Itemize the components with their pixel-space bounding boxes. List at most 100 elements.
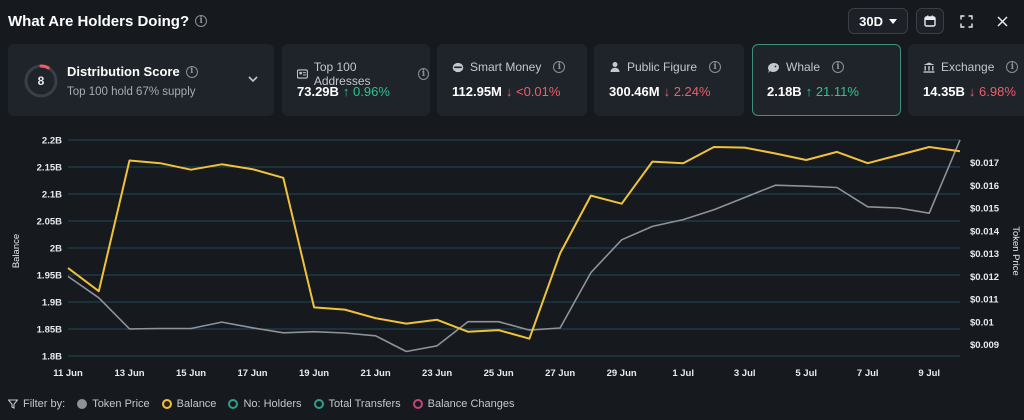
x-tick-label: 23 Jun <box>422 368 452 379</box>
info-icon[interactable]: i <box>1006 61 1019 73</box>
x-axis: 11 Jun 13 Jun 15 Jun 17 Jun 19 Jun 21 Jun 23 J… <box>53 368 940 379</box>
card-value: 14.35B ↓ 6.98% <box>923 84 1016 99</box>
card-smart-money[interactable]: Smart Money i 112.95M ↓ <0.01% <box>437 44 587 116</box>
distribution-score-title: Distribution Score i <box>67 64 198 79</box>
y2-tick-label: $0.015 <box>970 204 1000 215</box>
card-whale[interactable]: Whale i 2.18B ↑ 21.11% <box>752 44 901 116</box>
info-icon[interactable]: i <box>553 61 566 73</box>
card-value: 300.46M ↓ 2.24% <box>609 84 711 99</box>
x-tick-label: 25 Jun <box>484 368 514 379</box>
close-icon <box>996 15 1008 27</box>
distribution-score-ring <box>24 64 58 98</box>
card-value: 2.18B ↑ 21.11% <box>767 84 859 99</box>
y-tick-label: 2B <box>50 244 62 255</box>
legend-dot <box>313 399 324 409</box>
card-top-100-addresses[interactable]: Top 100 Addresses i 73.29B ↑ 0.96% <box>282 44 430 116</box>
info-icon[interactable]: i <box>195 15 208 27</box>
x-tick-label: 29 Jun <box>607 368 637 379</box>
legend-dot <box>161 399 172 409</box>
chevron-down-icon <box>889 18 897 24</box>
x-tick-label: 5 Jul <box>795 368 817 379</box>
chart-grid <box>68 139 960 357</box>
y-tick-label: 2.2B <box>42 136 62 147</box>
series-line-token-price <box>67 139 961 353</box>
brain-icon <box>452 62 464 72</box>
calendar-button[interactable] <box>916 8 944 34</box>
y2-tick-label: $0.009 <box>970 340 999 351</box>
filter-icon <box>8 399 18 409</box>
close-button[interactable] <box>988 8 1016 34</box>
address-book-icon <box>297 69 308 79</box>
time-range-value: 30D <box>859 13 883 29</box>
y-tick-label: 2.1B <box>42 190 62 201</box>
controls: 30D <box>848 8 1016 34</box>
legend-dot <box>228 399 239 409</box>
card-label: Whale i <box>767 60 845 74</box>
legend-token-price[interactable]: Token Price <box>77 398 150 410</box>
card-value: 73.29B ↑ 0.96% <box>297 84 390 99</box>
x-tick-label: 27 Jun <box>545 368 575 379</box>
header: What Are Holders Doing? i <box>8 8 208 34</box>
info-icon[interactable]: i <box>417 68 429 80</box>
whale-icon <box>768 62 779 73</box>
person-icon <box>610 62 620 72</box>
x-tick-label: 13 Jun <box>114 368 144 379</box>
y2-tick-label: $0.012 <box>970 272 999 283</box>
card-label: Public Figure i <box>609 60 722 74</box>
holders-chart[interactable]: 1.8B 1.85B 1.9B 1.95B 2B 2.05B 2.1B 2.15B 2.2B $… <box>0 124 1024 390</box>
x-tick-label: 7 Jul <box>857 368 879 379</box>
chart-legend: Filter by: Token Price Balance No: Holde… <box>8 398 515 410</box>
page-title: What Are Holders Doing? <box>8 12 190 30</box>
chevron-down-icon[interactable] <box>247 73 259 85</box>
card-label: Top 100 Addresses i <box>297 60 429 88</box>
card-label: Exchange i <box>923 60 1019 74</box>
card-change: ↑ 21.11% <box>805 84 859 99</box>
x-tick-label: 1 Jul <box>672 368 694 379</box>
legend-dot <box>77 399 88 409</box>
x-tick-label: 19 Jun <box>299 368 329 379</box>
y-tick-label: 2.05B <box>37 217 62 228</box>
legend-balance-changes[interactable]: Balance Changes <box>412 398 515 410</box>
info-icon[interactable]: i <box>832 61 845 73</box>
chart-series <box>67 139 961 353</box>
info-icon[interactable]: i <box>709 61 722 73</box>
x-tick-label: 3 Jul <box>734 368 756 379</box>
card-exchange[interactable]: Exchange i 14.35B ↓ 6.98% <box>908 44 1024 116</box>
legend-total-transfers[interactable]: Total Transfers <box>313 398 401 410</box>
y-tick-label: 1.95B <box>37 271 62 282</box>
time-range-select[interactable]: 30D <box>848 8 908 34</box>
x-tick-label: 21 Jun <box>361 368 391 379</box>
y2-tick-label: $0.01 <box>970 317 994 328</box>
distribution-score-card[interactable]: 8 Distribution Score i Top 100 hold 67% … <box>8 44 274 116</box>
y-tick-label: 1.8B <box>42 352 62 363</box>
y2-tick-label: $0.013 <box>970 249 999 260</box>
y2-tick-label: $0.011 <box>970 295 999 306</box>
legend-no-holders[interactable]: No: Holders <box>228 398 302 410</box>
y-tick-label: 1.9B <box>42 298 62 309</box>
distribution-score-subtitle: Top 100 hold 67% supply <box>67 86 196 98</box>
card-change: ↓ <0.01% <box>505 84 561 99</box>
y2-axis-title: Token Price <box>1010 226 1021 276</box>
y2-tick-label: $0.017 <box>970 158 999 169</box>
y2-tick-label: $0.014 <box>970 226 1000 237</box>
fullscreen-icon <box>959 14 973 28</box>
y-axis-left: 1.8B 1.85B 1.9B 1.95B 2B 2.05B 2.1B 2.15B 2.2B <box>37 136 62 363</box>
y-tick-label: 1.85B <box>37 325 62 336</box>
calendar-icon <box>924 15 936 27</box>
y-axis-right: $0.009 $0.01 $0.011 $0.012 $0.013 $0.014 $0.01… <box>970 158 1000 351</box>
filter-by: Filter by: <box>8 398 65 410</box>
card-value: 112.95M ↓ <0.01% <box>452 84 561 99</box>
card-public-figure[interactable]: Public Figure i 300.46M ↓ 2.24% <box>594 44 744 116</box>
x-tick-label: 9 Jul <box>918 368 940 379</box>
card-label: Smart Money i <box>452 60 566 74</box>
fullscreen-button[interactable] <box>952 8 980 34</box>
series-line-balance <box>67 146 961 340</box>
card-change: ↑ 0.96% <box>342 84 390 99</box>
x-tick-label: 11 Jun <box>53 368 83 379</box>
legend-balance[interactable]: Balance <box>161 398 216 410</box>
metric-cards: 8 Distribution Score i Top 100 hold 67% … <box>8 44 1024 116</box>
y2-tick-label: $0.016 <box>970 181 999 192</box>
card-change: ↓ 6.98% <box>968 84 1016 99</box>
bank-icon <box>923 62 935 73</box>
info-icon[interactable]: i <box>185 65 198 78</box>
